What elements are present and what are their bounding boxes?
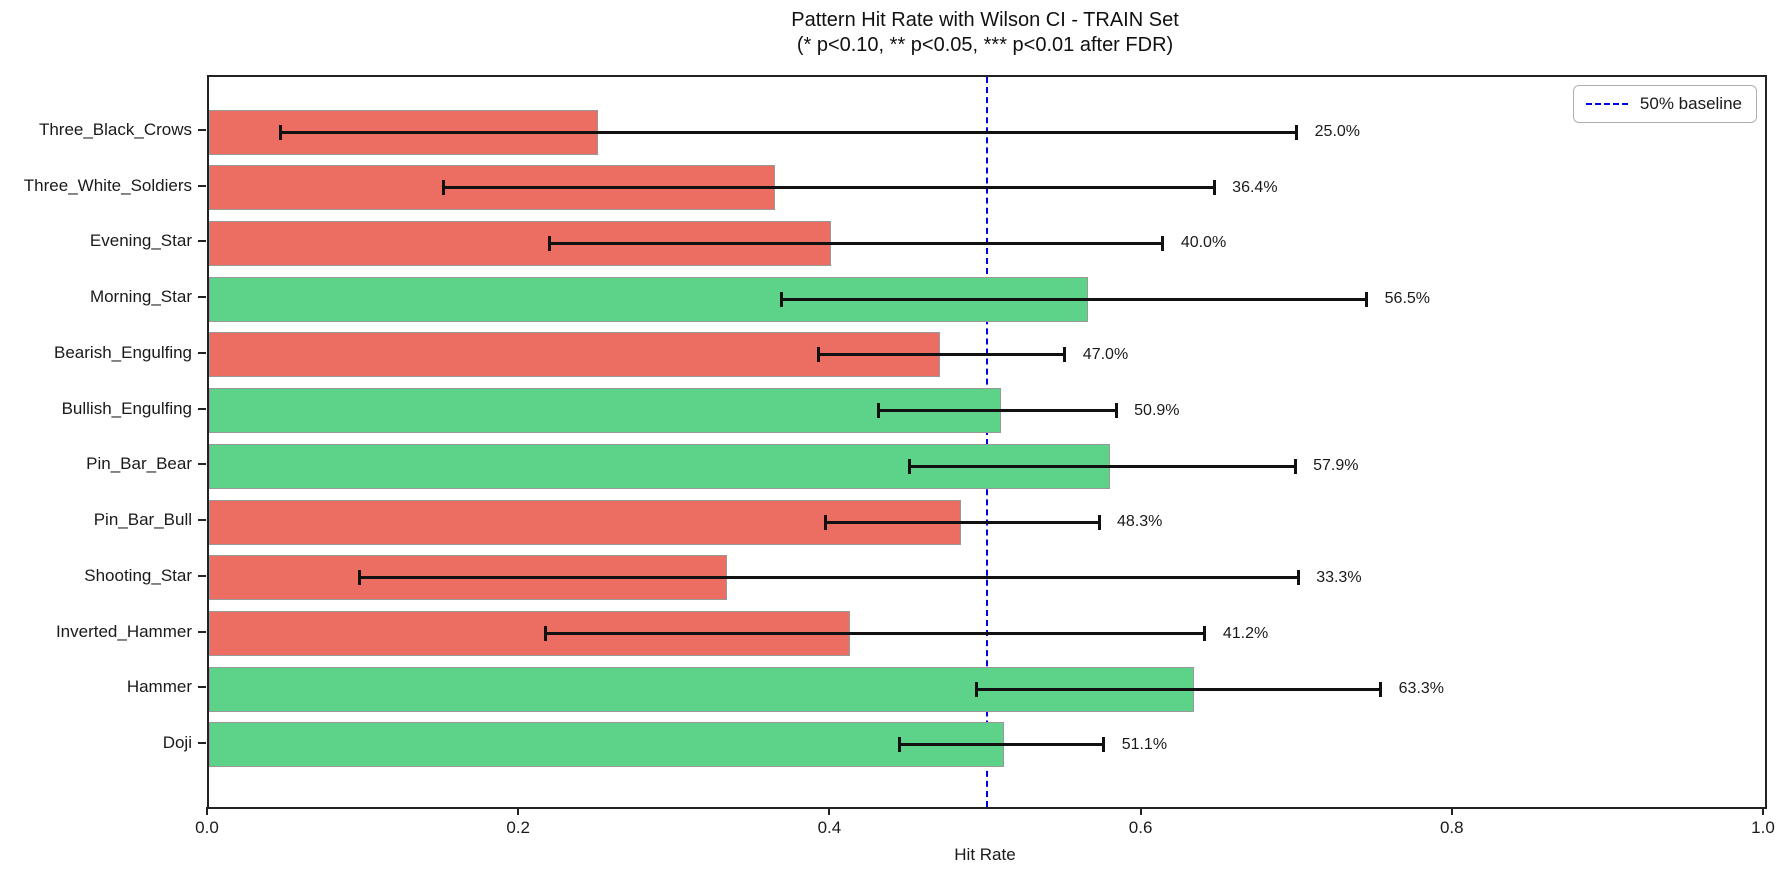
- error-bar-cap-high-doji: [1102, 737, 1106, 753]
- x-tick-label-0.8: 0.8: [1439, 818, 1464, 837]
- error-bar-cap-low-pin_bar_bear: [907, 458, 911, 474]
- x-tick-mark-1.0: [1762, 807, 1764, 815]
- y-tick-label-evening_star: Evening_Star: [89, 231, 192, 251]
- y-tick-mark-three_white_soldiers: [198, 184, 206, 187]
- error-bar-cap-high-pin_bar_bull: [1097, 514, 1101, 530]
- y-tick-mark-hammer: [198, 686, 206, 689]
- error-bar-cap-low-morning_star: [780, 291, 784, 307]
- error-bar-cap-high-evening_star: [1161, 235, 1165, 251]
- error-bar-inverted_hammer: [545, 632, 1205, 636]
- x-tick-mark-0.4: [828, 807, 831, 815]
- error-bar-cap-high-morning_star: [1365, 291, 1369, 307]
- x-tick-label-0.4: 0.4: [817, 818, 842, 837]
- chart-subtitle: (* p<0.10, ** p<0.05, *** p<0.01 after F…: [796, 34, 1174, 56]
- value-label-evening_star: 40.0%: [1180, 234, 1227, 252]
- error-bar-cap-low-three_white_soldiers: [442, 180, 446, 196]
- baseline-line: [986, 77, 988, 807]
- plot-area: 50% baseline 25.0% 36.4% 40.0% 56.5% 47.0% 50…: [207, 75, 1767, 809]
- error-bar-cap-low-hammer: [974, 681, 978, 697]
- y-tick-label-bullish_engulfing: Bullish_Engulfing: [61, 398, 192, 418]
- error-bar-pin_bar_bull: [825, 520, 1100, 524]
- bar-bullish_engulfing: [209, 388, 1001, 434]
- y-tick-mark-pin_bar_bull: [198, 519, 206, 522]
- y-tick-label-inverted_hammer: Inverted_Hammer: [55, 621, 192, 641]
- error-bar-shooting_star: [359, 576, 1299, 580]
- y-tick-mark-inverted_hammer: [198, 630, 206, 633]
- value-label-doji: 51.1%: [1121, 735, 1168, 753]
- value-label-shooting_star: 33.3%: [1316, 568, 1362, 586]
- value-label-morning_star: 56.5%: [1384, 290, 1431, 308]
- error-bar-cap-low-evening_star: [548, 235, 552, 251]
- error-bar-cap-low-shooting_star: [358, 570, 362, 586]
- error-bar-three_black_crows: [280, 130, 1297, 134]
- value-label-three_black_crows: 25.0%: [1314, 123, 1361, 140]
- y-tick-mark-shooting_star: [198, 574, 206, 577]
- y-tick-mark-three_black_crows: [198, 129, 206, 131]
- error-bar-cap-high-bullish_engulfing: [1114, 403, 1118, 419]
- y-tick-mark-bullish_engulfing: [198, 407, 206, 410]
- error-bar-cap-high-shooting_star: [1296, 570, 1300, 586]
- y-tick-mark-morning_star: [198, 296, 206, 299]
- error-bar-cap-low-three_black_crows: [279, 124, 283, 140]
- error-bar-cap-low-bullish_engulfing: [876, 403, 880, 419]
- y-tick-label-doji: Doji: [162, 732, 192, 752]
- value-label-pin_bar_bull: 48.3%: [1117, 513, 1163, 531]
- value-label-pin_bar_bear: 57.9%: [1313, 457, 1359, 475]
- value-label-three_white_soldiers: 36.4%: [1232, 178, 1278, 196]
- error-bar-morning_star: [781, 297, 1367, 301]
- error-bar-cap-low-doji: [898, 737, 902, 753]
- y-tick-label-pin_bar_bull: Pin_Bar_Bull: [93, 510, 192, 530]
- error-bar-cap-high-bearish_engulfing: [1063, 347, 1067, 363]
- error-bar-cap-low-pin_bar_bull: [823, 514, 827, 530]
- y-tick-mark-pin_bar_bear: [198, 463, 206, 466]
- error-bar-cap-high-hammer: [1379, 681, 1383, 697]
- y-tick-label-bearish_engulfing: Bearish_Engulfing: [54, 342, 192, 362]
- y-tick-mark-bearish_engulfing: [198, 351, 206, 354]
- error-bar-cap-high-three_white_soldiers: [1212, 180, 1216, 196]
- chart-title: Pattern Hit Rate with Wilson CI - TRAIN …: [791, 9, 1179, 31]
- y-tick-label-three_white_soldiers: Three_White_Soldiers: [23, 175, 192, 195]
- error-bar-cap-high-three_black_crows: [1295, 124, 1299, 140]
- y-tick-mark-evening_star: [198, 240, 206, 243]
- value-label-bullish_engulfing: 50.9%: [1134, 401, 1180, 419]
- x-tick-mark-0.2: [517, 807, 520, 815]
- x-axis-label: Hit Rate: [954, 845, 1016, 864]
- x-tick-mark-0.0: [206, 807, 208, 815]
- bar-doji: [209, 722, 1005, 768]
- y-tick-label-hammer: Hammer: [126, 677, 192, 697]
- error-bar-evening_star: [549, 241, 1163, 245]
- value-label-inverted_hammer: 41.2%: [1222, 624, 1269, 642]
- error-bar-pin_bar_bear: [909, 464, 1296, 468]
- x-tick-label-1.0: 1.0: [1751, 818, 1775, 837]
- error-bar-cap-low-inverted_hammer: [543, 626, 547, 642]
- y-tick-label-pin_bar_bear: Pin_Bar_Bear: [86, 454, 192, 474]
- baseline-dashed-line-swatch: [1585, 103, 1628, 105]
- x-tick-label-0.0: 0.0: [195, 818, 219, 837]
- error-bar-bearish_engulfing: [818, 353, 1065, 357]
- error-bar-bullish_engulfing: [878, 409, 1117, 413]
- error-bar-doji: [899, 743, 1104, 747]
- x-tick-label-0.2: 0.2: [506, 818, 531, 837]
- y-tick-mark-doji: [198, 741, 206, 744]
- x-tick-mark-0.6: [1139, 807, 1142, 815]
- y-tick-label-shooting_star: Shooting_Star: [84, 565, 192, 585]
- x-tick-mark-0.8: [1450, 807, 1453, 815]
- value-label-bearish_engulfing: 47.0%: [1082, 345, 1129, 363]
- error-bar-cap-low-bearish_engulfing: [817, 347, 821, 363]
- y-tick-label-morning_star: Morning_Star: [89, 287, 192, 307]
- error-bar-cap-high-inverted_hammer: [1203, 626, 1207, 642]
- legend: 50% baseline: [1572, 85, 1757, 123]
- error-bar-hammer: [976, 687, 1381, 691]
- error-bar-three_white_soldiers: [443, 186, 1215, 190]
- legend-label: 50% baseline: [1639, 94, 1742, 113]
- x-tick-label-0.6: 0.6: [1128, 818, 1153, 837]
- error-bar-cap-high-pin_bar_bear: [1293, 458, 1297, 474]
- value-label-hammer: 63.3%: [1398, 680, 1445, 698]
- y-tick-label-three_black_crows: Three_Black_Crows: [38, 120, 192, 139]
- title-block: Pattern Hit Rate with Wilson CI - TRAIN …: [207, 8, 1763, 58]
